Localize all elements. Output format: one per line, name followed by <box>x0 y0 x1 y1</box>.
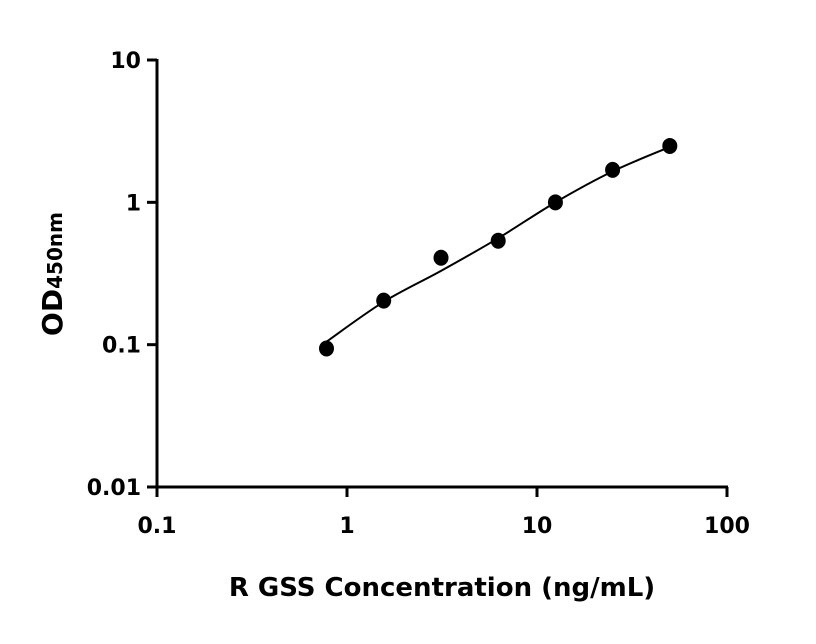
x-tick-label: 1 <box>339 514 354 539</box>
axes: 0.01 0.1 1 10 0.1 1 10 100 <box>87 49 750 539</box>
data-point <box>490 232 506 249</box>
x-tick-label: 10 <box>522 514 553 539</box>
data-point <box>376 292 392 309</box>
data-point <box>318 340 334 357</box>
x-axis-label: R GSS Concentration (ng/mL) <box>229 573 655 603</box>
data-point <box>547 194 563 211</box>
y-tick-label: 0.1 <box>102 334 141 359</box>
y-tick-label: 0.01 <box>87 476 141 501</box>
x-tick-label: 0.1 <box>138 514 177 539</box>
data-point <box>662 137 678 154</box>
y-tick-label: 1 <box>126 191 141 216</box>
y-tick-label: 10 <box>110 49 141 74</box>
data-point <box>433 249 449 266</box>
y-axis-label-sub: 450nm <box>43 212 67 289</box>
y-axis-label-main: OD <box>36 289 69 336</box>
data-points <box>318 137 678 357</box>
y-axis-label: OD450nm <box>36 212 69 336</box>
x-tick-label: 100 <box>704 514 750 539</box>
data-point <box>605 161 621 178</box>
